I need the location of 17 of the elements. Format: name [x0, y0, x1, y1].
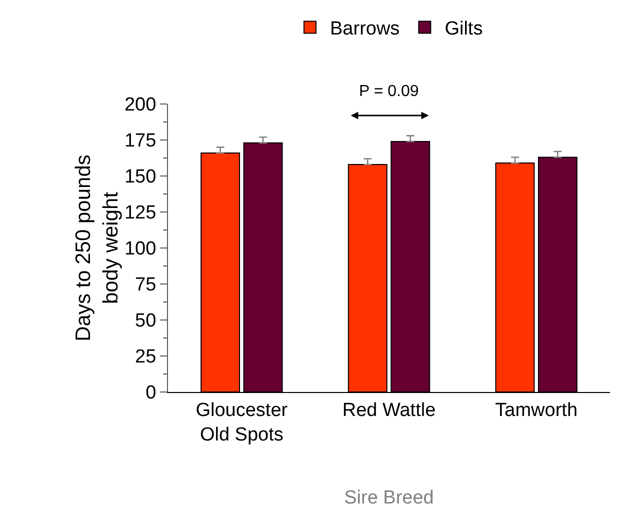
text: P = 0.09 [359, 83, 419, 100]
x-tick-label: Red Wattle [342, 400, 436, 421]
y-tick-label: 125 [124, 202, 156, 224]
x-tick-label: Gloucester Old Spots [196, 400, 288, 446]
y-tick-label: 200 [124, 94, 156, 116]
y-tick-label: 0 [146, 382, 156, 404]
legend-label: Gilts [444, 18, 483, 40]
x-axis-title: Sire Breed [344, 487, 434, 508]
y-tick-label: 75 [135, 274, 156, 296]
x-tick-label: Tamworth [495, 400, 578, 421]
y-axis-title: Days to 250 pounds body weight [72, 154, 122, 342]
y-tick-label: 150 [124, 166, 156, 188]
y-tick-label: 175 [124, 130, 156, 152]
y-tick-label: 100 [124, 238, 156, 260]
legend-label: Barrows [330, 18, 400, 40]
y-tick-label: 50 [135, 310, 156, 332]
y-tick-label: 25 [135, 346, 156, 368]
